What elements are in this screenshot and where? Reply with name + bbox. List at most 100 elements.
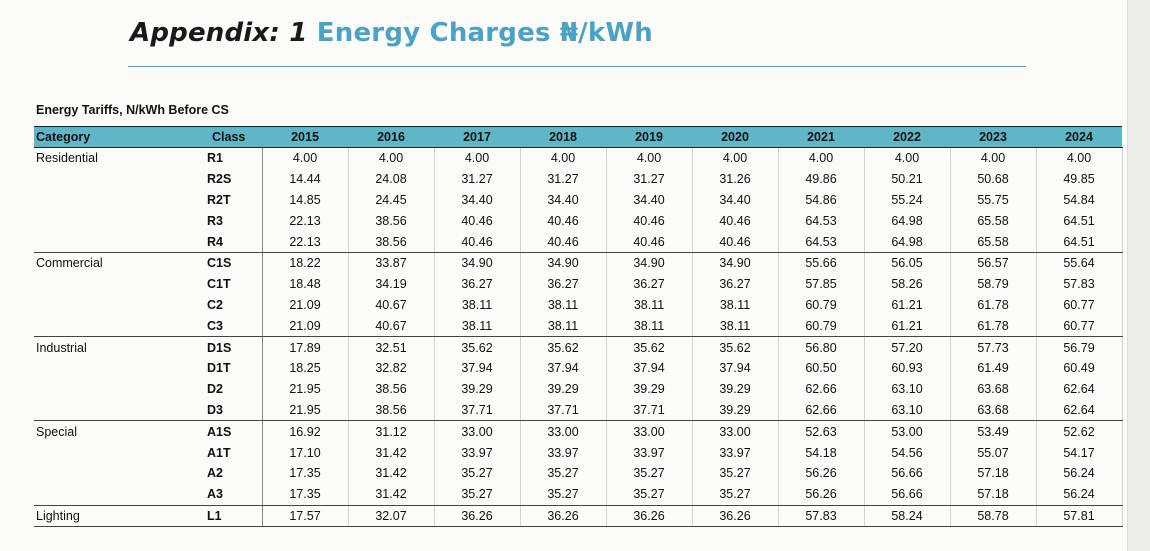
tariff-value-cell: 32.07 bbox=[348, 505, 435, 528]
tariff-value-cell: 62.66 bbox=[778, 378, 865, 400]
tariff-value-cell: 31.12 bbox=[348, 420, 435, 443]
category-cell: Residential bbox=[36, 151, 98, 166]
category-cell bbox=[34, 274, 194, 295]
class-cell: D2 bbox=[194, 378, 263, 400]
tariff-value-cell: 50.21 bbox=[864, 168, 951, 190]
tariff-value-cell: 49.85 bbox=[1036, 168, 1123, 190]
table-row: A1T 17.10 31.42 33.97 33.97 33.97 33.97 54.18 54… bbox=[34, 442, 1123, 463]
tariff-value-cell: 55.07 bbox=[950, 442, 1037, 463]
class-cell: A2 bbox=[194, 462, 263, 484]
tariff-value-cell: 61.78 bbox=[950, 315, 1037, 338]
tariff-value-cell: 35.27 bbox=[692, 462, 779, 484]
tariff-value-cell: 39.29 bbox=[692, 378, 779, 400]
tariff-value-cell: 38.11 bbox=[606, 294, 693, 316]
tariff-value-cell: 33.97 bbox=[692, 442, 779, 463]
tariff-value-cell: 57.83 bbox=[778, 505, 865, 528]
tariff-value-cell: 4.00 bbox=[864, 147, 951, 169]
tariff-value-cell: 35.27 bbox=[606, 462, 693, 484]
tariff-value-cell: 4.00 bbox=[520, 147, 607, 169]
table-row: R3 22.13 38.56 40.46 40.46 40.46 40.46 64.53 64.… bbox=[34, 210, 1123, 232]
tariff-value-cell: 56.66 bbox=[864, 483, 951, 506]
tariff-value-cell: 18.22 bbox=[262, 252, 349, 274]
category-cell bbox=[34, 463, 194, 484]
tariff-value-cell: 40.46 bbox=[434, 231, 521, 253]
tariff-value-cell: 35.27 bbox=[692, 483, 779, 506]
category-cell bbox=[34, 169, 194, 190]
tariff-value-cell: 4.00 bbox=[778, 147, 865, 169]
tariff-value-cell: 55.64 bbox=[1036, 252, 1123, 274]
table-row: C2 21.09 40.67 38.11 38.11 38.11 38.11 60.79 61.… bbox=[34, 294, 1123, 316]
class-cell: C1S bbox=[194, 252, 263, 274]
page-edge bbox=[1127, 0, 1150, 551]
tariff-value-cell: 57.85 bbox=[778, 273, 865, 295]
category-cell: Special bbox=[36, 424, 77, 439]
tariff-value-cell: 38.56 bbox=[348, 210, 435, 232]
tariff-value-cell: 54.18 bbox=[778, 442, 865, 463]
tariff-value-cell: 38.11 bbox=[692, 315, 779, 338]
tariff-value-cell: 60.77 bbox=[1036, 315, 1123, 338]
tariff-value-cell: 61.78 bbox=[950, 294, 1037, 316]
category-cell: Industrial bbox=[36, 340, 87, 355]
tariff-value-cell: 56.26 bbox=[778, 483, 865, 506]
tariff-value-cell: 36.27 bbox=[692, 273, 779, 295]
category-cell bbox=[34, 379, 194, 400]
tariff-value-cell: 40.46 bbox=[606, 210, 693, 232]
category-cell: Commercial bbox=[36, 256, 103, 271]
class-cell: A3 bbox=[194, 483, 263, 506]
tariff-value-cell: 36.26 bbox=[606, 505, 693, 528]
tariff-value-cell: 54.86 bbox=[778, 189, 865, 211]
tariff-value-cell: 35.27 bbox=[434, 462, 521, 484]
tariff-value-cell: 53.00 bbox=[864, 420, 951, 443]
class-cell: C2 bbox=[194, 294, 263, 316]
tariff-value-cell: 64.53 bbox=[778, 231, 865, 253]
tariff-value-cell: 24.45 bbox=[348, 189, 435, 211]
tariff-value-cell: 64.98 bbox=[864, 210, 951, 232]
tariff-value-cell: 57.18 bbox=[950, 462, 1037, 484]
tariff-value-cell: 60.79 bbox=[778, 315, 865, 338]
tariff-value-cell: 40.67 bbox=[348, 294, 435, 316]
tariff-value-cell: 38.11 bbox=[434, 315, 521, 338]
class-cell: R2T bbox=[194, 189, 263, 211]
tariff-value-cell: 53.49 bbox=[950, 420, 1037, 443]
class-cell: D1S bbox=[194, 336, 263, 358]
class-cell: C1T bbox=[194, 273, 263, 295]
table-row: C3 21.09 40.67 38.11 38.11 38.11 38.11 60.79 61.… bbox=[34, 315, 1123, 338]
tariff-value-cell: 38.11 bbox=[692, 294, 779, 316]
header-row: Category Class 2015 2016 2017 2018 2019 2020 2… bbox=[34, 126, 1122, 148]
table-row: Commercial C1S 18.22 33.87 34.90 34.90 34.90 34… bbox=[34, 252, 1123, 274]
tariff-value-cell: 17.57 bbox=[262, 505, 349, 528]
tariff-value-cell: 38.11 bbox=[520, 315, 607, 338]
tariff-value-cell: 55.24 bbox=[864, 189, 951, 211]
table-row: Residential R1 4.00 4.00 4.00 4.00 4.00 4.00 4.0… bbox=[34, 147, 1123, 169]
table-row: D3 21.95 38.56 37.71 37.71 37.71 39.29 62.66 63.… bbox=[34, 399, 1123, 422]
header-year: 2024 bbox=[1036, 126, 1122, 148]
tariff-value-cell: 54.84 bbox=[1036, 189, 1123, 211]
tariff-value-cell: 4.00 bbox=[434, 147, 521, 169]
tariff-value-cell: 34.40 bbox=[692, 189, 779, 211]
tariff-value-cell: 33.00 bbox=[692, 420, 779, 443]
table-header: Category Class 2015 2016 2017 2018 2019 2020 2… bbox=[34, 126, 1122, 148]
tariff-value-cell: 58.78 bbox=[950, 505, 1037, 528]
table-row: D2 21.95 38.56 39.29 39.29 39.29 39.29 62.66 63.… bbox=[34, 378, 1123, 400]
table-row: R2T 14.85 24.45 34.40 34.40 34.40 34.40 54.86 55… bbox=[34, 189, 1123, 211]
tariff-value-cell: 37.71 bbox=[606, 399, 693, 422]
class-cell: R2S bbox=[194, 168, 263, 190]
tariff-value-cell: 63.10 bbox=[864, 378, 951, 400]
header-year: 2022 bbox=[864, 126, 950, 148]
tariff-value-cell: 37.94 bbox=[692, 357, 779, 379]
tariff-value-cell: 37.94 bbox=[434, 357, 521, 379]
tariff-value-cell: 35.27 bbox=[434, 483, 521, 506]
tariff-value-cell: 36.26 bbox=[434, 505, 521, 528]
heading-divider bbox=[128, 66, 1026, 67]
tariff-value-cell: 55.75 bbox=[950, 189, 1037, 211]
tariff-value-cell: 58.26 bbox=[864, 273, 951, 295]
tariff-value-cell: 35.62 bbox=[606, 336, 693, 358]
tariff-value-cell: 31.27 bbox=[606, 168, 693, 190]
tariff-value-cell: 40.67 bbox=[348, 315, 435, 338]
tariff-value-cell: 38.11 bbox=[520, 294, 607, 316]
tariff-value-cell: 54.56 bbox=[864, 442, 951, 463]
tariff-value-cell: 40.46 bbox=[692, 210, 779, 232]
tariff-value-cell: 14.44 bbox=[262, 168, 349, 190]
category-cell bbox=[34, 442, 194, 463]
tariff-value-cell: 64.51 bbox=[1036, 231, 1123, 253]
